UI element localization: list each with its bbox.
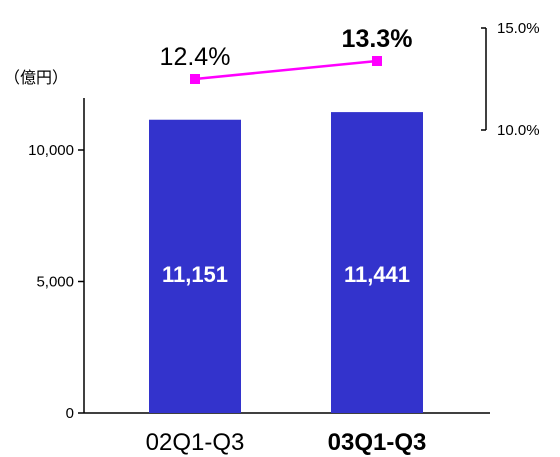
ratio-point — [372, 56, 382, 66]
ratio-point — [190, 74, 200, 84]
y-tick-label: 10,000 — [28, 142, 74, 159]
bar-value-label: 11,151 — [162, 262, 228, 287]
y-unit-label: （億円） — [4, 69, 68, 87]
ratio-line: 12.4% 13.3% — [160, 25, 413, 84]
ratio-label: 12.4% — [160, 43, 231, 71]
categories: 02Q1-Q3 03Q1-Q3 — [146, 429, 427, 456]
secondary-ticks: 15.0% 10.0% — [497, 20, 540, 139]
bars: 11,151 11,441 — [149, 112, 423, 414]
y-ticks: 0 5,000 10,000 — [28, 142, 84, 422]
secondary-tick-label: 10.0% — [497, 122, 540, 139]
ratio-label: 13.3% — [342, 25, 413, 53]
bar — [331, 112, 423, 414]
ratio-line-path — [194, 59, 378, 81]
bar — [149, 119, 241, 413]
category-label: 03Q1-Q3 — [328, 429, 427, 456]
y-tick-label: 5,000 — [36, 274, 74, 291]
secondary-tick-label: 15.0% — [497, 20, 540, 37]
category-label: 02Q1-Q3 — [146, 429, 245, 456]
bar-value-label: 11,441 — [344, 262, 410, 287]
y-tick-label: 0 — [66, 405, 74, 422]
